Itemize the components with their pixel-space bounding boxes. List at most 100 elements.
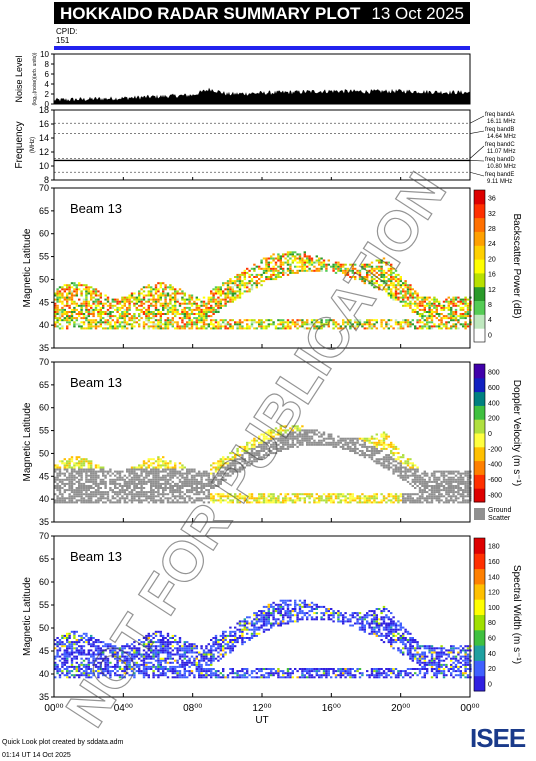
power-pixel bbox=[190, 294, 194, 297]
power-pixel bbox=[363, 280, 366, 283]
power-pixel bbox=[198, 304, 201, 307]
power-pixel bbox=[272, 267, 275, 270]
width-pixel bbox=[54, 647, 57, 650]
power-pixel bbox=[435, 317, 438, 320]
velocity-pixel bbox=[284, 443, 287, 446]
width-pixel bbox=[111, 670, 114, 673]
power-pixel bbox=[462, 323, 465, 326]
width-pixel bbox=[70, 653, 74, 656]
width-pixel bbox=[63, 651, 66, 654]
width-pixel bbox=[178, 645, 182, 648]
power-pixel bbox=[140, 300, 143, 303]
width-pixel bbox=[90, 655, 93, 658]
width-pixel bbox=[126, 659, 129, 662]
velocity-pixel bbox=[356, 439, 359, 442]
power-pixel bbox=[277, 273, 280, 276]
width-pixel bbox=[123, 645, 126, 648]
power-pixel bbox=[140, 298, 143, 301]
power-pixel bbox=[154, 288, 158, 291]
power-pixel bbox=[121, 327, 124, 330]
power-pixel bbox=[447, 315, 450, 318]
power-pixel bbox=[430, 319, 434, 322]
velocity-pixel bbox=[298, 499, 302, 502]
velocity-pixel bbox=[337, 435, 340, 438]
velocity-pixel bbox=[188, 497, 191, 500]
velocity-pixel bbox=[157, 476, 160, 479]
velocity-pixel bbox=[382, 439, 386, 442]
power-pixel bbox=[382, 257, 386, 260]
power-pixel bbox=[231, 288, 234, 291]
velocity-pixel bbox=[73, 497, 76, 500]
power-pixel bbox=[61, 296, 64, 299]
power-pixel bbox=[229, 288, 232, 291]
velocity-pixel bbox=[236, 501, 239, 504]
power-pixel bbox=[94, 290, 98, 293]
power-pixel bbox=[200, 304, 203, 307]
velocity-pixel bbox=[404, 493, 407, 496]
power-pixel bbox=[66, 304, 69, 307]
width-pixel bbox=[130, 657, 134, 660]
velocity-pixel bbox=[291, 493, 294, 496]
velocity-pixel bbox=[373, 495, 376, 498]
power-pixel bbox=[279, 319, 282, 322]
power-pixel bbox=[277, 255, 280, 258]
width-pixel bbox=[154, 665, 158, 668]
velocity-pixel bbox=[150, 482, 153, 485]
power-pixel bbox=[70, 286, 74, 289]
power-pixel bbox=[270, 257, 273, 260]
power-pixel bbox=[286, 261, 290, 264]
power-pixel bbox=[133, 313, 136, 315]
velocity-pixel bbox=[128, 468, 131, 471]
velocity-pixel bbox=[337, 495, 340, 498]
velocity-pixel bbox=[238, 445, 242, 448]
width-pixel bbox=[68, 641, 71, 644]
velocity-pixel bbox=[207, 495, 210, 498]
velocity-pixel bbox=[171, 472, 174, 475]
velocity-pixel bbox=[54, 499, 57, 502]
power-pixel bbox=[56, 294, 59, 297]
velocity-pixel bbox=[61, 482, 64, 485]
power-pixel bbox=[236, 327, 239, 330]
power-pixel bbox=[315, 255, 318, 258]
power-pixel bbox=[169, 286, 172, 289]
power-pixel bbox=[320, 257, 323, 260]
velocity-pixel bbox=[219, 472, 222, 475]
velocity-pixel bbox=[193, 489, 196, 492]
velocity-pixel bbox=[428, 495, 431, 498]
width-pixel bbox=[61, 637, 64, 639]
power-pixel bbox=[78, 323, 81, 326]
velocity-pixel bbox=[193, 501, 196, 504]
width-pixel bbox=[190, 651, 194, 654]
power-pixel bbox=[162, 290, 165, 293]
width-pixel bbox=[190, 647, 194, 650]
velocity-pixel bbox=[277, 437, 280, 440]
velocity-pixel bbox=[126, 480, 129, 483]
velocity-pixel bbox=[378, 441, 381, 444]
velocity-pixel bbox=[198, 491, 201, 494]
velocity-pixel bbox=[363, 495, 366, 498]
velocity-pixel bbox=[277, 443, 280, 446]
velocity-pixel bbox=[154, 470, 158, 473]
power-pixel bbox=[226, 300, 230, 303]
power-pixel bbox=[224, 300, 227, 303]
power-pixel bbox=[394, 290, 398, 293]
velocity-pixel bbox=[176, 487, 179, 489]
velocity-pixel bbox=[162, 491, 165, 494]
width-pixel bbox=[152, 663, 155, 666]
power-pixel bbox=[394, 278, 398, 281]
velocity-pixel bbox=[255, 439, 258, 442]
width-pixel bbox=[159, 643, 162, 646]
width-pixel bbox=[176, 659, 179, 662]
velocity-pixel bbox=[97, 474, 100, 477]
velocity-pixel bbox=[366, 501, 369, 504]
width-pixel bbox=[133, 676, 136, 679]
power-colorbar-segment bbox=[474, 259, 485, 274]
velocity-pixel bbox=[154, 499, 158, 502]
velocity-pixel bbox=[464, 480, 467, 483]
power-pixel bbox=[152, 313, 155, 315]
width-pixel bbox=[181, 674, 184, 677]
velocity-pixel bbox=[75, 456, 78, 459]
power-pixel bbox=[334, 323, 338, 326]
power-pixel bbox=[118, 321, 122, 324]
width-pixel bbox=[147, 674, 150, 677]
